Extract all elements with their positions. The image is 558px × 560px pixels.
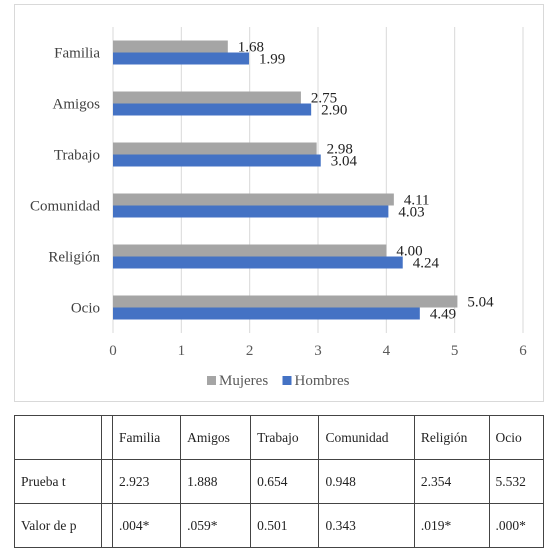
data-label: 4.00 [396, 244, 422, 260]
data-label: 4.03 [398, 205, 424, 221]
table-header-cell: Comunidad [318, 415, 415, 460]
table-cell: 1.888 [180, 459, 252, 504]
data-label: 2.98 [327, 142, 353, 158]
legend-swatch [207, 376, 216, 385]
legend-label: Mujeres [219, 373, 268, 389]
bar-mujeres [113, 295, 458, 308]
x-tick-label: 1 [178, 343, 186, 359]
data-label: 5.04 [467, 295, 494, 311]
bar-chart: 0 1 2 3 4 5 6 Familia 1.681.99 Amigos 2.752.90 Trab… [30, 27, 527, 389]
bar-hombres [113, 307, 420, 320]
table-row: Prueba t 2.923 1.888 0.654 0.948 2.354 5… [14, 459, 545, 504]
category-label: Familia [54, 46, 100, 62]
legend-swatch [282, 376, 292, 385]
category-label: Religión [48, 250, 100, 266]
category-label: Amigos [52, 97, 100, 113]
bar-hombres [113, 52, 249, 65]
table-cell: 0.654 [250, 459, 320, 504]
data-label: 2.75 [311, 91, 337, 107]
legend-label: Hombres [295, 373, 350, 389]
category-label: Ocio [71, 301, 100, 317]
bar-mujeres [113, 142, 317, 155]
table-corner-cell [14, 415, 102, 460]
table-cell: 5.532 [488, 459, 545, 504]
data-label: 3.04 [331, 154, 358, 170]
x-tick-label: 5 [451, 343, 459, 359]
stats-table: Familia Amigos Trabajo Comunidad Religió… [14, 415, 545, 548]
bar-mujeres [113, 40, 228, 53]
x-tick-label: 6 [519, 343, 527, 359]
table-header-cell: Familia [111, 415, 182, 460]
bar-hombres [113, 154, 321, 167]
table-row-label: Valor de p [14, 503, 102, 548]
category-label: Comunidad [30, 199, 100, 215]
table-header-cell: Trabajo [250, 415, 320, 460]
x-tick-label: 3 [314, 343, 322, 359]
table-cell: .059* [180, 503, 252, 548]
bar-mujeres [113, 244, 387, 257]
chart-frame: 0 1 2 3 4 5 6 Familia 1.68 1.99 Amigos 2.75 2.90 Trab… [14, 4, 544, 402]
table-cell: .019* [413, 503, 490, 548]
table-row-label: Prueba t [14, 459, 102, 504]
table-cell: 0.948 [318, 459, 415, 504]
table-cell: 2.354 [413, 459, 490, 504]
table-cell: 0.501 [250, 503, 320, 548]
table-header-cell: Religión [413, 415, 490, 460]
table-header-cell: Ocio [488, 415, 545, 460]
table-spacer-cell [101, 415, 113, 460]
x-tick-label: 4 [383, 343, 391, 359]
table-cell: .000* [488, 503, 545, 548]
table-header-cell: Amigos [180, 415, 252, 460]
bar-mujeres [113, 91, 301, 104]
data-label: 4.24 [413, 256, 440, 272]
data-label: 2.90 [321, 103, 347, 119]
table-row: Valor de p .004* .059* 0.501 0.343 .019*… [14, 503, 545, 548]
bar-hombres [113, 103, 312, 116]
table-header-row: Familia Amigos Trabajo Comunidad Religió… [14, 415, 545, 460]
bar-hombres [113, 256, 403, 269]
category-label: Trabajo [54, 148, 100, 164]
x-tick-label: 2 [246, 343, 254, 359]
data-label: 1.99 [259, 52, 285, 68]
data-label: 4.49 [430, 307, 456, 323]
bar-hombres [113, 205, 389, 218]
table-spacer-cell [101, 503, 113, 548]
table-spacer-cell [101, 459, 113, 504]
table-cell: 0.343 [318, 503, 415, 548]
table-cell: 2.923 [111, 459, 182, 504]
table-cell: .004* [111, 503, 182, 548]
bar-mujeres [113, 193, 394, 206]
data-label: 1.68 [238, 40, 264, 56]
data-label: 4.11 [404, 193, 430, 209]
x-tick-label: 0 [109, 343, 117, 359]
